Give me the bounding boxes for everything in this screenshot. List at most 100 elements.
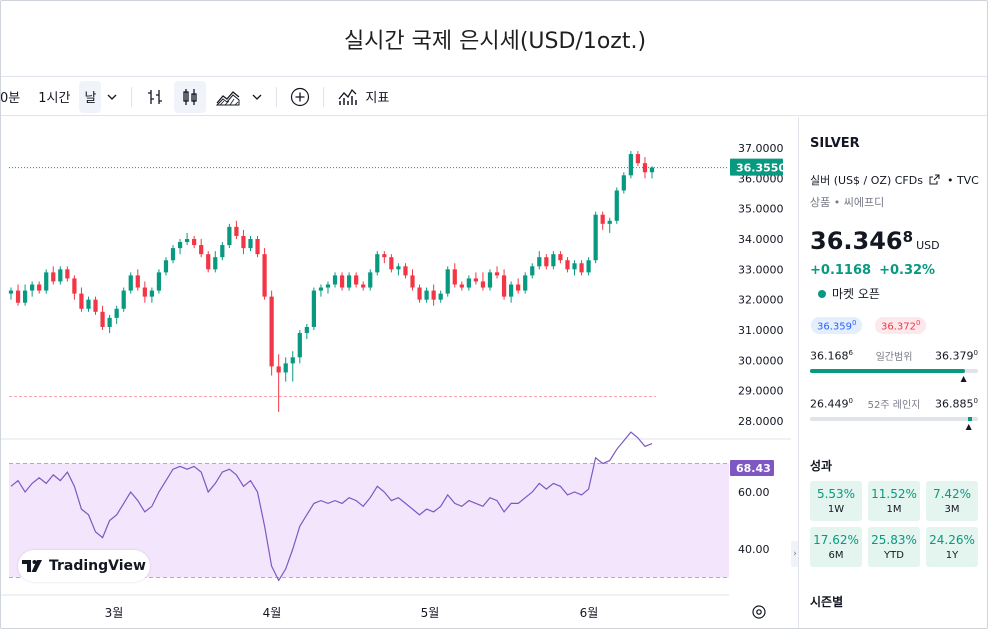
- last-price-main: 36.346: [810, 227, 903, 255]
- candle-body: [438, 293, 443, 300]
- chart-area[interactable]: 37.0000 36.0000 35.0000 34.0000 33.0000 32.00…: [1, 117, 791, 628]
- interval-1h-button[interactable]: 1시간: [38, 91, 71, 106]
- chart-axes: 37.0000 36.0000 35.0000 34.0000 33.0000 32.00…: [1, 142, 786, 620]
- candle-body: [396, 266, 401, 270]
- performance-value: 5.53%: [816, 487, 856, 501]
- external-link-icon[interactable]: [929, 174, 940, 185]
- candle-body: [135, 275, 140, 288]
- 52w-low-value: 26.449: [810, 397, 849, 411]
- performance-cell-6m[interactable]: 17.62% 6M: [810, 527, 862, 567]
- candle-body: [107, 317, 112, 327]
- interval-day-button[interactable]: 날: [79, 80, 102, 113]
- ask-price: 36.372: [881, 321, 916, 333]
- performance-cell-3m[interactable]: 7.42% 3M: [926, 481, 978, 521]
- candle-body: [241, 235, 246, 249]
- candle-body: [551, 254, 556, 267]
- candle-body: [297, 333, 302, 358]
- candle-body: [163, 260, 169, 273]
- candle-body: [255, 239, 260, 255]
- candle-body: [325, 284, 331, 288]
- day-range-bar: [810, 369, 978, 373]
- performance-value: 11.52%: [871, 487, 917, 501]
- price-axis-label: 32.0000: [738, 294, 784, 307]
- candle-body: [262, 254, 267, 297]
- currency-label: USD: [916, 239, 940, 252]
- time-axis-label: 6월: [580, 606, 599, 620]
- performance-value: 7.42%: [932, 487, 972, 501]
- symbol-name[interactable]: SILVER: [810, 136, 860, 151]
- chart-toolbar: 0분 1시간 날 지표: [0, 78, 987, 116]
- market-open-dot-icon: [818, 289, 826, 298]
- candle-body: [431, 290, 436, 300]
- candle-body: [579, 263, 584, 273]
- candle-body: [304, 326, 309, 334]
- performance-cell-ytd[interactable]: 25.83% YTD: [868, 527, 920, 567]
- indicators-button[interactable]: 지표: [332, 81, 394, 113]
- candle-body: [93, 299, 98, 312]
- ask-price-badge: 36.3720: [875, 317, 927, 335]
- candlestick-icon: [183, 88, 198, 105]
- candle-body: [635, 154, 641, 164]
- candle-style-button[interactable]: [174, 80, 207, 113]
- candle-body: [142, 287, 147, 297]
- interval-dropdown-button[interactable]: [101, 81, 123, 113]
- candle-body: [621, 175, 626, 191]
- symbol-source: • TVC: [946, 174, 979, 187]
- interval-partial-button[interactable]: 0분: [0, 91, 21, 106]
- candle-body: [213, 257, 218, 270]
- price-axis-label: 35.0000: [738, 203, 784, 216]
- candle-body: [354, 275, 359, 285]
- compare-symbol-button[interactable]: [285, 81, 315, 113]
- performance-period: YTD: [884, 550, 904, 561]
- 52-week-range-marker-icon: ▲: [965, 422, 972, 431]
- day-high-extra-digit: 0: [973, 348, 978, 357]
- chart-style-dropdown-button[interactable]: [246, 81, 268, 113]
- candle-body: [192, 239, 197, 246]
- tradingview-watermark[interactable]: TradingView: [18, 550, 150, 582]
- last-price: 36.3468 USD: [810, 227, 940, 255]
- performance-cell-1y[interactable]: 24.26% 1Y: [926, 527, 978, 567]
- change-absolute: +0.1168: [810, 263, 872, 278]
- time-axis-label: 3월: [105, 606, 124, 620]
- seasonal-title: 시즌별: [810, 595, 844, 609]
- candle-body: [227, 226, 232, 246]
- performance-period: 1W: [827, 504, 845, 515]
- market-status: 마켓 오픈: [818, 285, 880, 302]
- candle-body: [318, 287, 324, 291]
- candle-body: [72, 278, 77, 294]
- symbol-details-panel: SILVER 실버 (US$ / OZ) CFDs • TVC 상품 • 씨에프…: [798, 117, 987, 628]
- candle-body: [121, 290, 126, 309]
- price-axis-label: 28.0000: [738, 415, 784, 428]
- tradingview-logo-text: TradingView: [49, 558, 146, 574]
- chevron-down-icon: [107, 94, 117, 100]
- performance-period: 1Y: [945, 550, 959, 561]
- candle-body: [170, 248, 176, 261]
- performance-cell-1w[interactable]: 5.53% 1W: [810, 481, 862, 521]
- time-axis-label: 5월: [421, 606, 440, 620]
- price-axis-label: 31.0000: [738, 324, 784, 337]
- performance-cell-1m[interactable]: 11.52% 1M: [868, 481, 920, 521]
- collapse-sidebar-button[interactable]: ›: [791, 541, 799, 567]
- candle-body: [382, 254, 387, 258]
- price-axis-label: 30.0000: [738, 354, 784, 367]
- candle-body: [417, 287, 422, 300]
- chart-settings-gear-icon[interactable]: [752, 605, 766, 619]
- 52w-high: 36.8850: [935, 397, 978, 411]
- price-axis-label: 29.0000: [738, 385, 784, 398]
- price-change: +0.1168 +0.32%: [810, 263, 943, 278]
- area-style-button[interactable]: [210, 81, 246, 113]
- day-range-row: 36.1686 일간범위 36.3790: [810, 348, 978, 363]
- bar-style-button[interactable]: [140, 81, 170, 113]
- candle-body: [445, 269, 450, 294]
- candle-body: [494, 272, 500, 276]
- candle-body: [368, 272, 373, 288]
- candle-body: [332, 275, 338, 285]
- candle-body: [642, 163, 648, 173]
- ask-price-extra-digit: 0: [916, 319, 921, 327]
- candle-body: [100, 311, 105, 327]
- 52w-low: 26.4490: [810, 397, 853, 411]
- candle-body: [128, 275, 133, 291]
- 52-week-range-label: 52주 레인지: [867, 400, 921, 411]
- candle-body: [544, 257, 549, 267]
- toolbar-divider: [323, 86, 325, 107]
